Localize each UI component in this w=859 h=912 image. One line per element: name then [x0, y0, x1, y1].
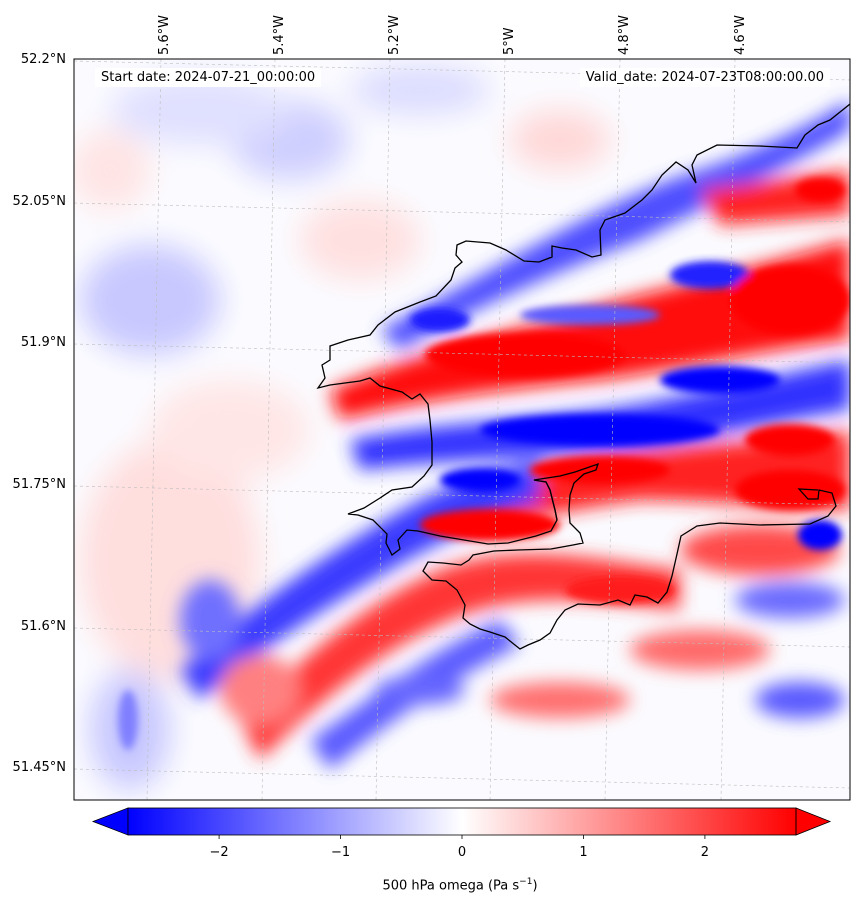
map-frame: [73, 58, 851, 801]
lat-tick-label: 51.6°N: [20, 619, 66, 634]
lon-tick-label: 5.6°W: [157, 14, 172, 55]
lon-tick-label: 5.4°W: [272, 14, 287, 55]
valid-date-label: Valid_date: 2024-07-23T08:00:00.00: [579, 68, 830, 87]
start-date-label: Start date: 2024-07-21_00:00:00: [95, 68, 322, 87]
lon-tick-label: 4.8°W: [617, 14, 632, 55]
colorbar-gradient: [128, 808, 796, 835]
lat-tick-label: 51.45°N: [12, 760, 66, 775]
colorbar-label-exponent: −1: [519, 877, 533, 887]
colorbar-tick-label: 0: [457, 845, 467, 860]
colorbar-tick-label: −2: [209, 845, 229, 860]
colorbar-label: 500 hPa omega (Pa s−1): [0, 877, 859, 893]
omega-field: [74, 59, 850, 800]
colorbar-tick-label: 1: [579, 845, 588, 860]
coastline: [316, 103, 850, 650]
lat-tick-label: 52.05°N: [12, 194, 66, 209]
colorbar-tick-label: −1: [330, 845, 351, 860]
colorbar-label-close: ): [532, 878, 538, 894]
lat-tick-label: 51.9°N: [20, 335, 66, 350]
colorbar: [91, 807, 832, 839]
colorbar-tick-label: 2: [700, 845, 710, 860]
lat-tick-label: 52.2°N: [20, 52, 66, 67]
colorbar-extend-max: [795, 807, 832, 836]
colorbar-extend-min: [91, 807, 129, 836]
lon-tick-label: 4.6°W: [733, 14, 748, 55]
lon-tick-label: 5°W: [502, 27, 517, 55]
colorbar-label-text: 500 hPa omega (Pa s: [382, 878, 520, 894]
lat-tick-label: 51.75°N: [12, 477, 66, 492]
lon-tick-label: 5.2°W: [387, 14, 402, 55]
